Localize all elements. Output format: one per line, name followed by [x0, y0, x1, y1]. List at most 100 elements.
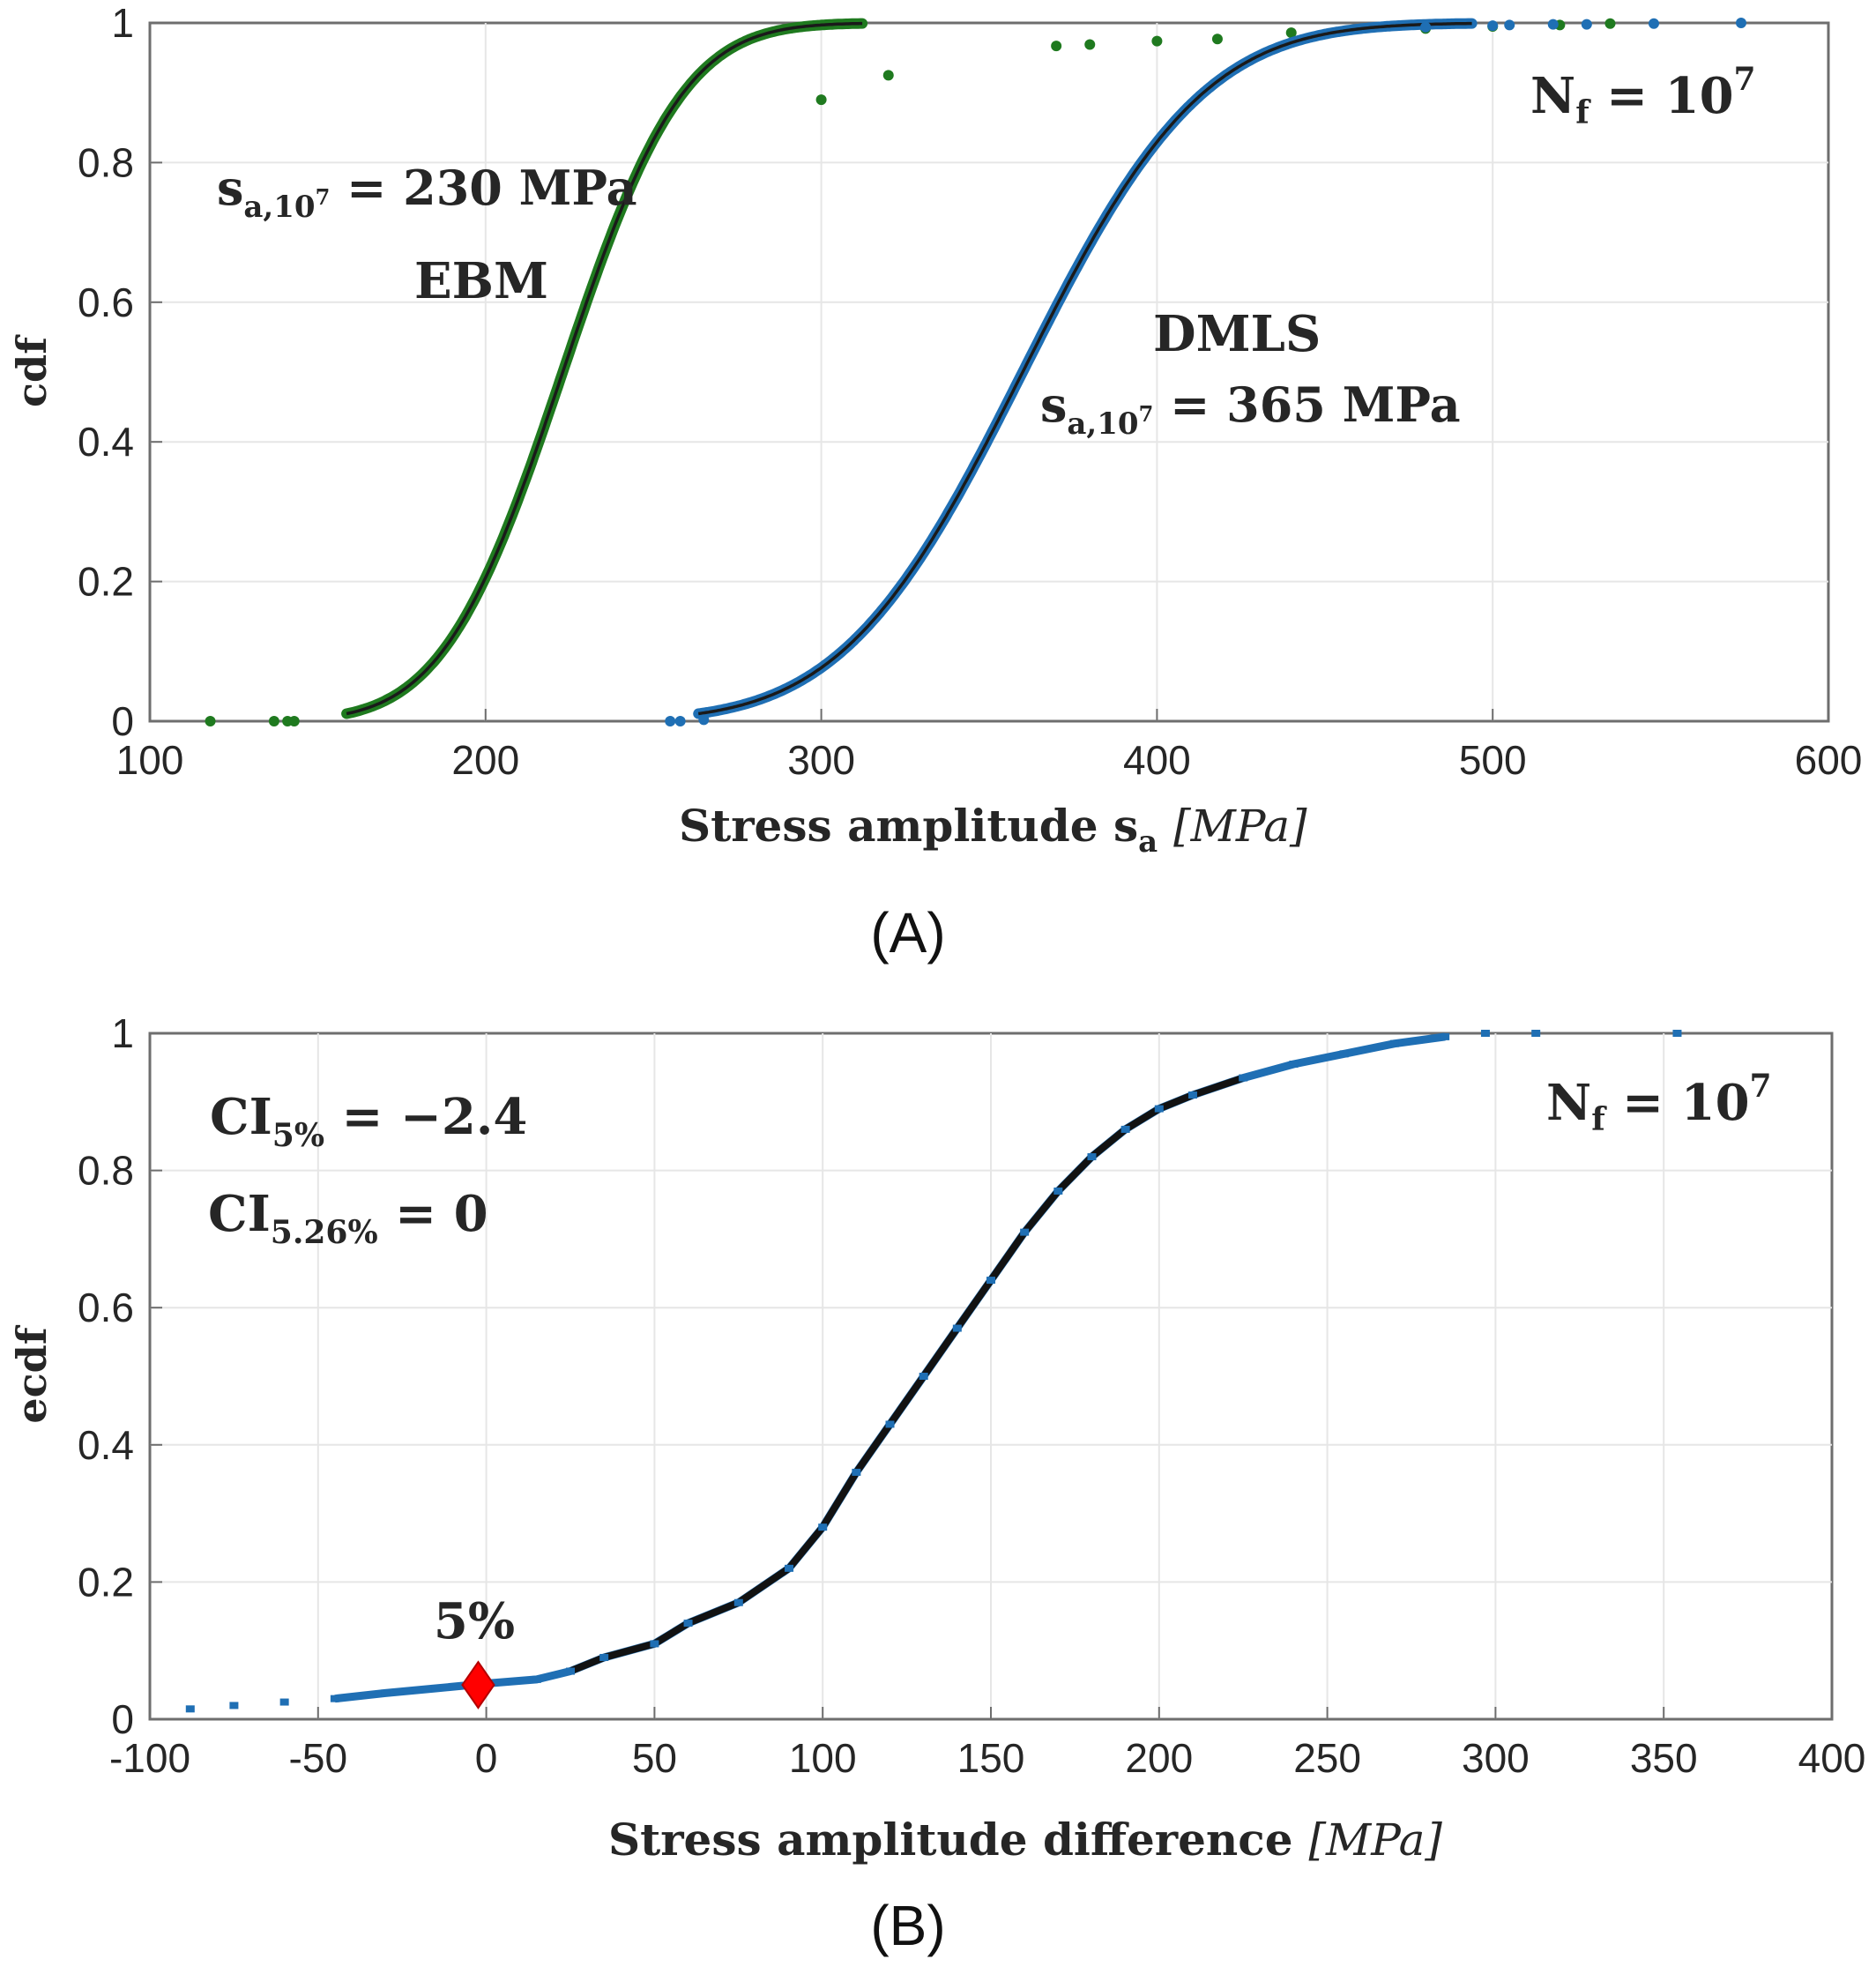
chart-b-point — [885, 1420, 895, 1428]
chart-b-point — [1239, 1074, 1248, 1082]
chart-b-panel-label: (B) — [870, 1894, 945, 1957]
chart-b-point — [1531, 1030, 1541, 1037]
chart-a-point-ebm — [1604, 18, 1616, 29]
chart-b-point — [1187, 1091, 1197, 1099]
chart-b-point — [532, 1675, 541, 1683]
chart-a-point-ebm — [1151, 35, 1163, 47]
chart-a-point-dmls — [1487, 20, 1499, 32]
chart-a-plot-area — [148, 21, 1830, 723]
chart-b-point — [381, 1689, 391, 1697]
chart-b-point — [952, 1324, 962, 1332]
chart-b-marker-label: 5% — [434, 1592, 515, 1650]
chart-a-ebm-value: sa,107 = 230 MPa — [217, 160, 637, 225]
chart-b-point — [683, 1620, 693, 1628]
chart-b-point — [1154, 1105, 1164, 1113]
chart-a-point-ebm — [288, 716, 300, 726]
chart-b-grid — [149, 1032, 1833, 1720]
chart-a-point-dmls — [1581, 19, 1592, 30]
chart-b-point — [1389, 1039, 1399, 1047]
chart-b-xtick-label: 400 — [1798, 1735, 1866, 1781]
chart-b-xtick-label: -100 — [109, 1735, 190, 1781]
chart-a-ytick-label: 0.4 — [78, 419, 134, 465]
chart-a-point-dmls — [698, 714, 710, 726]
chart-b: -100 -50 0 50 100 150 200 250 300 350 400 0 0.2 0.4 0.… — [8, 1010, 1865, 1957]
chart-b-point — [566, 1667, 575, 1675]
chart-a-point-dmls — [1420, 21, 1432, 33]
chart-b-ci526-annotation: CI5.26% = 0 — [208, 1185, 488, 1251]
chart-b-xtick-label: 50 — [632, 1735, 677, 1781]
chart-b-point — [185, 1705, 195, 1713]
chart-a-point-dmls — [1547, 19, 1559, 30]
chart-a-point-dmls — [674, 716, 686, 726]
chart-a-ytick-label: 0 — [111, 698, 134, 744]
chart-a-point-dmls — [1504, 19, 1515, 31]
chart-b-nf-annotation: Nf = 107 — [1546, 1068, 1772, 1138]
chart-a-point-ebm — [1084, 39, 1096, 50]
chart-b-ytick-label: 1 — [111, 1010, 134, 1056]
chart-b-ytick-label: 0.4 — [78, 1422, 134, 1468]
chart-a-point-ebm — [882, 70, 894, 81]
chart-a-xlabel: Stress amplitude sa [MPa] — [679, 800, 1307, 860]
chart-a-xtick-label: 300 — [787, 737, 855, 783]
chart-b-point — [599, 1653, 609, 1661]
chart-a-xtick-label: 500 — [1459, 737, 1527, 783]
chart-b-xtick-label: 100 — [789, 1735, 857, 1781]
chart-b-point — [785, 1564, 794, 1572]
chart-a-xtick-label: 200 — [451, 737, 519, 783]
chart-b-point — [330, 1695, 339, 1702]
chart-a-grid — [149, 22, 1829, 722]
chart-b-ylabel: ecdf — [8, 1324, 56, 1423]
chart-b-xtick-label: 150 — [957, 1735, 1025, 1781]
chart-a-point-dmls — [665, 716, 676, 726]
chart-a-nf-annotation: Nf = 107 — [1530, 61, 1756, 131]
chart-a-ytick-label: 0.8 — [78, 139, 134, 185]
chart-a-point-ebm — [268, 716, 279, 726]
chart-a-ytick-label: 0.2 — [78, 559, 134, 605]
chart-b-xtick-label: -50 — [289, 1735, 347, 1781]
chart-b-xtick-label: 300 — [1462, 1735, 1530, 1781]
chart-b-ci5-annotation: CI5% = −2.4 — [210, 1088, 527, 1154]
chart-b-xtick-label: 0 — [475, 1735, 498, 1781]
chart-b-point — [1672, 1030, 1682, 1037]
chart-b-marker — [461, 1660, 495, 1710]
chart-b-xtick-label: 200 — [1125, 1735, 1193, 1781]
chart-b-points — [185, 1030, 1682, 1713]
chart-b-point — [1120, 1125, 1130, 1133]
chart-a-xtick-label: 400 — [1123, 737, 1191, 783]
chart-b-point — [919, 1373, 928, 1380]
chart-a-series-ebm-line — [346, 21, 863, 716]
chart-b-tick-labels: -100 -50 0 50 100 150 200 250 300 350 400 0 0.2 0.4 0.… — [78, 1010, 1865, 1781]
chart-b-point — [1020, 1228, 1030, 1236]
chart-a-tick-labels: 100 200 300 400 500 600 0 0.2 0.4 0.6 0.8 1 — [78, 0, 1862, 783]
chart-a-panel-label: (A) — [870, 901, 945, 965]
chart-b-point — [1339, 1050, 1349, 1058]
chart-b-xtick-label: 250 — [1293, 1735, 1361, 1781]
chart-a-point-ebm — [1211, 34, 1223, 45]
chart-b-point — [431, 1684, 441, 1692]
chart-a-dmls-label: DMLS — [1153, 305, 1321, 363]
chart-b-point — [1087, 1153, 1097, 1161]
chart-b-ci-marker — [461, 1660, 495, 1710]
chart-b-point — [1053, 1187, 1063, 1195]
chart-b-point — [852, 1468, 861, 1476]
chart-a-dmls-value: sa,107 = 365 MPa — [1040, 376, 1461, 442]
chart-a-xtick-label: 100 — [116, 737, 184, 783]
chart-b-point — [733, 1598, 743, 1606]
chart-a-series-dmls-line — [697, 21, 1472, 716]
chart-a-point-dmls — [1648, 18, 1659, 29]
chart-b-point — [1440, 1032, 1450, 1040]
chart-a-xtick-label: 600 — [1795, 737, 1863, 783]
chart-a-ytick-label: 0.6 — [78, 279, 134, 325]
chart-b-ytick-label: 0.6 — [78, 1285, 134, 1330]
chart-b-point — [818, 1523, 828, 1531]
chart-b-point — [279, 1698, 289, 1706]
chart-b-ytick-label: 0.8 — [78, 1148, 134, 1194]
chart-a-ebm-label: EBM — [414, 252, 548, 310]
chart-b-xtick-label: 350 — [1630, 1735, 1698, 1781]
chart-a-ytick-label: 1 — [111, 0, 134, 46]
chart-b-point — [229, 1702, 239, 1710]
chart-b-ytick-label: 0.2 — [78, 1559, 134, 1605]
chart-a-points — [205, 18, 1746, 726]
chart-b-point — [1480, 1030, 1490, 1037]
